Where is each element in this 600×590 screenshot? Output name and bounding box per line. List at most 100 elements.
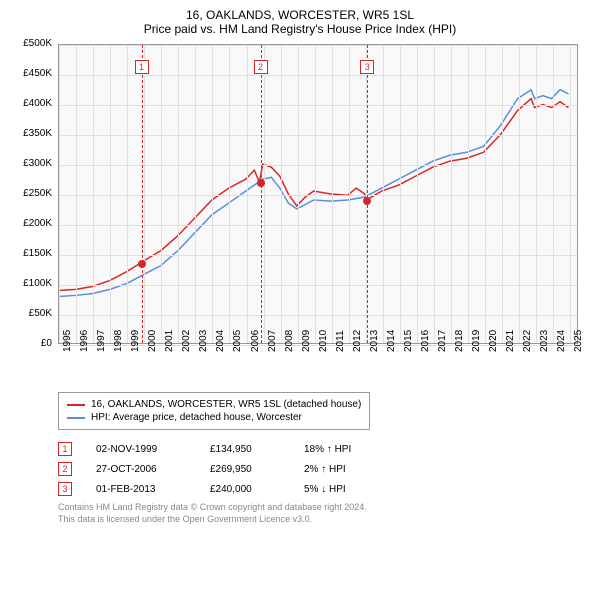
gridline-v	[315, 45, 316, 343]
transaction-dot	[363, 197, 371, 205]
gridline-v	[400, 45, 401, 343]
footer-attribution: Contains HM Land Registry data © Crown c…	[58, 502, 590, 525]
x-tick-label: 2001	[164, 330, 175, 352]
transaction-date: 01-FEB-2013	[96, 484, 186, 495]
transaction-price: £134,950	[210, 444, 280, 455]
gridline-v	[553, 45, 554, 343]
chart-title: 16, OAKLANDS, WORCESTER, WR5 1SL	[10, 8, 590, 22]
transaction-row-marker: 2	[58, 462, 72, 476]
y-tick-label: £400K	[10, 98, 52, 109]
x-tick-label: 1998	[113, 330, 124, 352]
gridline-v	[178, 45, 179, 343]
transaction-diff: 18% ↑ HPI	[304, 444, 351, 455]
y-tick-label: £250K	[10, 188, 52, 199]
x-tick-label: 2021	[505, 330, 516, 352]
footer-line1: Contains HM Land Registry data © Crown c…	[58, 502, 590, 514]
gridline-h	[59, 105, 577, 106]
x-tick-label: 2017	[437, 330, 448, 352]
transaction-price: £269,950	[210, 464, 280, 475]
gridline-v	[212, 45, 213, 343]
gridline-v	[127, 45, 128, 343]
transaction-row-marker: 1	[58, 442, 72, 456]
x-tick-label: 2000	[147, 330, 158, 352]
gridline-v	[195, 45, 196, 343]
transaction-marker: 1	[135, 60, 149, 74]
gridline-v	[76, 45, 77, 343]
y-tick-label: £150K	[10, 248, 52, 259]
transaction-diff: 2% ↑ HPI	[304, 464, 346, 475]
transaction-row: 301-FEB-2013£240,0005% ↓ HPI	[58, 482, 590, 496]
gridline-v	[468, 45, 469, 343]
x-tick-label: 2023	[539, 330, 550, 352]
gridline-v	[247, 45, 248, 343]
gridline-v	[485, 45, 486, 343]
gridline-v	[110, 45, 111, 343]
y-tick-label: £50K	[10, 308, 52, 319]
gridline-v	[383, 45, 384, 343]
transaction-row: 2 27-OCT-2006 £269,950 2% ↑ HPI	[58, 462, 590, 476]
gridline-v	[417, 45, 418, 343]
gridline-v	[434, 45, 435, 343]
x-tick-label: 1997	[96, 330, 107, 352]
gridline-v	[502, 45, 503, 343]
transaction-date: 27-OCT-2006	[96, 464, 186, 475]
transaction-marker: 2	[254, 60, 268, 74]
gridline-v	[264, 45, 265, 343]
transaction-vline	[367, 45, 368, 343]
gridline-v	[451, 45, 452, 343]
y-tick-label: £300K	[10, 158, 52, 169]
x-tick-label: 1995	[62, 330, 73, 352]
line-svg	[59, 45, 577, 343]
chart-container: 16, OAKLANDS, WORCESTER, WR5 1SL Price p…	[0, 0, 600, 590]
x-tick-label: 2016	[420, 330, 431, 352]
x-tick-label: 2014	[386, 330, 397, 352]
transaction-vline	[261, 45, 262, 343]
x-tick-label: 2019	[471, 330, 482, 352]
legend-label: 16, OAKLANDS, WORCESTER, WR5 1SL (detach…	[91, 399, 361, 410]
x-tick-label: 2003	[198, 330, 209, 352]
gridline-v	[536, 45, 537, 343]
y-tick-label: £0	[10, 338, 52, 349]
gridline-v	[59, 45, 60, 343]
x-tick-label: 2020	[488, 330, 499, 352]
x-tick-label: 2010	[318, 330, 329, 352]
transaction-dot	[257, 179, 265, 187]
x-tick-label: 2006	[250, 330, 261, 352]
x-tick-label: 1996	[79, 330, 90, 352]
legend: 16, OAKLANDS, WORCESTER, WR5 1SL (detach…	[58, 392, 370, 430]
legend-row: 16, OAKLANDS, WORCESTER, WR5 1SL (detach…	[67, 399, 361, 410]
gridline-v	[93, 45, 94, 343]
gridline-v	[161, 45, 162, 343]
gridline-v	[144, 45, 145, 343]
footer-line2: This data is licensed under the Open Gov…	[58, 514, 590, 526]
x-tick-label: 2005	[232, 330, 243, 352]
gridline-h	[59, 285, 577, 286]
gridline-v	[519, 45, 520, 343]
x-tick-label: 2015	[403, 330, 414, 352]
gridline-h	[59, 135, 577, 136]
chart-subtitle: Price paid vs. HM Land Registry's House …	[10, 22, 590, 36]
gridline-v	[298, 45, 299, 343]
x-tick-label: 2018	[454, 330, 465, 352]
x-tick-label: 2007	[267, 330, 278, 352]
transaction-row: 1 02-NOV-1999 £134,950 18% ↑ HPI	[58, 442, 590, 456]
y-tick-label: £500K	[10, 38, 52, 49]
gridline-h	[59, 315, 577, 316]
gridline-v	[281, 45, 282, 343]
y-tick-label: £450K	[10, 68, 52, 79]
y-tick-label: £100K	[10, 278, 52, 289]
transaction-diff: 5% ↓ HPI	[304, 484, 346, 495]
x-tick-label: 1999	[130, 330, 141, 352]
x-tick-label: 2011	[335, 330, 346, 352]
x-tick-label: 2022	[522, 330, 533, 352]
gridline-v	[229, 45, 230, 343]
gridline-h	[59, 75, 577, 76]
transaction-marker: 3	[360, 60, 374, 74]
gridline-h	[59, 255, 577, 256]
transaction-date: 02-NOV-1999	[96, 444, 186, 455]
x-tick-label: 2002	[181, 330, 192, 352]
chart-area: 123 £0£50K£100K£150K£200K£250K£300K£350K…	[10, 44, 590, 384]
gridline-v	[332, 45, 333, 343]
transaction-vline	[142, 45, 143, 343]
x-tick-label: 2013	[369, 330, 380, 352]
